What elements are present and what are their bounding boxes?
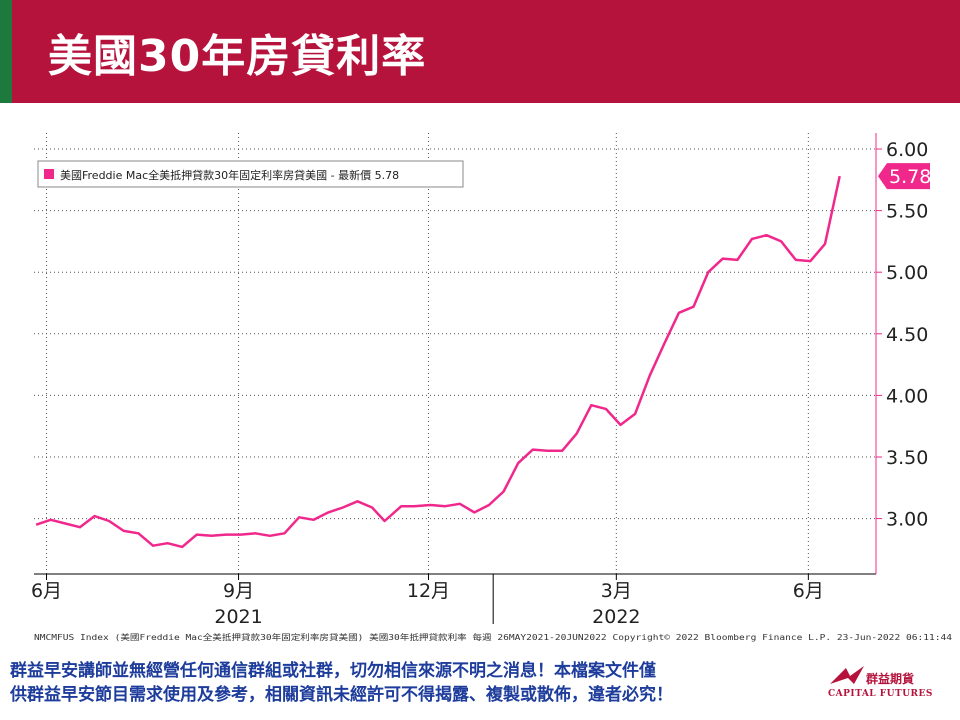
chart-legend: 美國Freddie Mac全美抵押貸款30年固定利率房貸美國 - 最新價 5.7… xyxy=(37,160,464,188)
y-tick-label-3: 4.50 xyxy=(886,324,928,346)
header-accent-strip xyxy=(0,0,12,103)
x-tick-label-4: 6月 xyxy=(793,580,824,602)
source-note: NMCMFUS Index (美國Freddie Mac全美抵押貸款30年固定利… xyxy=(34,632,952,642)
latest-value-label: 5.78 xyxy=(889,166,931,188)
y-tick-label-1: 5.50 xyxy=(886,201,928,223)
logo-bird-icon xyxy=(830,666,864,684)
legend-label: 美國Freddie Mac全美抵押貸款30年固定利率房貸美國 - 最新價 5.7… xyxy=(60,168,399,182)
latest-value-marker: 5.78 xyxy=(878,163,931,190)
y-tick-label-5: 3.50 xyxy=(886,447,928,469)
legend-swatch xyxy=(44,169,54,179)
logo-chinese-name: 群益期貨 xyxy=(866,672,915,686)
x-tick-label-0: 6月 xyxy=(31,580,62,602)
capital-futures-logo: 群益期貨 CAPITAL FUTURES xyxy=(828,664,948,708)
series-line-mortgage-rate xyxy=(35,175,841,549)
chart-grid xyxy=(34,133,876,574)
y-tick-label-2: 5.00 xyxy=(886,262,928,284)
x-axis-labels: 6月 9月 12月 3月 6月 2021 2022 xyxy=(31,574,824,628)
legend-box xyxy=(37,160,464,188)
page-title: 美國30年房貸利率 xyxy=(48,31,427,82)
x-tick-label-3: 3月 xyxy=(601,580,632,602)
header-banner: 美國30年房貸利率 xyxy=(0,0,960,103)
latest-value-flag xyxy=(878,163,930,190)
x-tick-label-2: 12月 xyxy=(407,580,450,602)
y-tick-label-6: 3.00 xyxy=(886,509,928,531)
disclaimer: 群益早安講師並無經營任何通信群組或社群，切勿相信來源不明之消息！本檔案文件僅 供… xyxy=(10,659,810,707)
y-tick-label-0: 6.00 xyxy=(886,139,928,161)
disclaimer-line-1: 群益早安講師並無經營任何通信群組或社群，切勿相信來源不明之消息！本檔案文件僅 xyxy=(10,661,656,681)
x-tick-label-1: 9月 xyxy=(223,580,254,602)
disclaimer-line-2: 供群益早安節目需求使用及參考，相關資訊未經許可不得揭露、複製或散佈，違者必究！ xyxy=(10,685,673,705)
x-year-label-0: 2021 xyxy=(214,606,262,628)
y-tick-label-4: 4.00 xyxy=(886,385,928,407)
x-year-label-1: 2022 xyxy=(592,606,640,628)
logo-english-name: CAPITAL FUTURES xyxy=(828,689,933,699)
mortgage-rate-chart: 6.005.505.004.504.003.503.00 6月 9月 12月 3月 6月… xyxy=(31,133,952,642)
y-axis-ticks: 6.00 5.50 5.00 4.50 4.00 3.50 3.00 xyxy=(876,139,928,531)
